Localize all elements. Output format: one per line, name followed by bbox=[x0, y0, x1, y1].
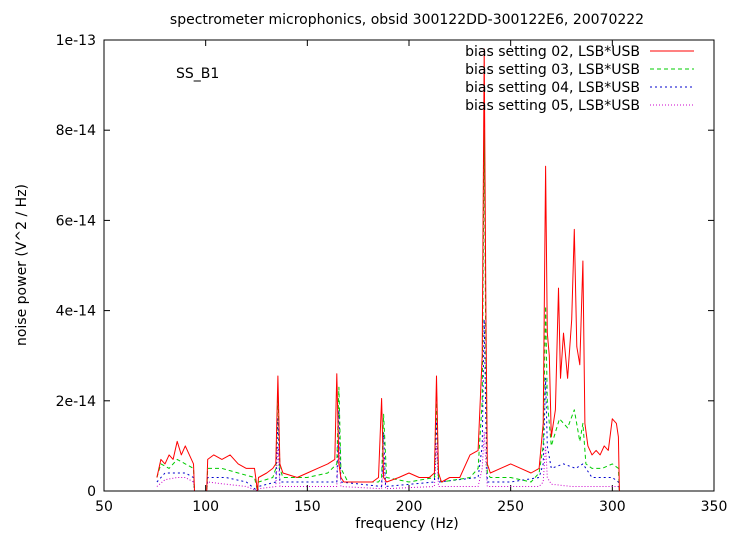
y-tick-label: 4e-14 bbox=[56, 304, 96, 320]
x-tick-label: 150 bbox=[294, 499, 321, 515]
chart-title: spectrometer microphonics, obsid 300122D… bbox=[170, 12, 644, 28]
legend-label: bias setting 03, LSB*USB bbox=[465, 62, 640, 78]
series-line bbox=[156, 319, 620, 492]
panel-annotation: SS_B1 bbox=[176, 66, 219, 82]
x-tick-label: 100 bbox=[192, 499, 219, 515]
legend-label: bias setting 04, LSB*USB bbox=[465, 80, 640, 96]
x-tick-label: 50 bbox=[95, 499, 113, 515]
legend-label: bias setting 05, LSB*USB bbox=[465, 98, 640, 114]
y-tick-label: 6e-14 bbox=[56, 213, 96, 229]
y-tick-label: 0 bbox=[87, 484, 96, 500]
y-tick-label: 2e-14 bbox=[56, 394, 96, 410]
legend-label: bias setting 02, LSB*USB bbox=[465, 44, 640, 60]
series-line bbox=[156, 431, 620, 492]
x-tick-label: 350 bbox=[701, 499, 728, 515]
x-axis-label: frequency (Hz) bbox=[355, 516, 458, 532]
legend: bias setting 02, LSB*USB bias setting 03,… bbox=[465, 44, 694, 114]
series-line bbox=[156, 48, 620, 492]
y-tick-label: 1e-13 bbox=[56, 33, 96, 49]
x-tick-label: 200 bbox=[396, 499, 423, 515]
y-axis-label: noise power (V^2 / Hz) bbox=[14, 184, 30, 346]
series-group bbox=[156, 48, 620, 492]
x-tick-label: 250 bbox=[497, 499, 524, 515]
axes: 50 100 150 200 250 300 350 0 2e-14 4e-14 6e-14 8e-1… bbox=[56, 33, 728, 515]
x-tick-label: 300 bbox=[599, 499, 626, 515]
series-line bbox=[156, 129, 620, 492]
y-tick-label: 8e-14 bbox=[56, 123, 96, 139]
plot-frame bbox=[103, 39, 715, 492]
